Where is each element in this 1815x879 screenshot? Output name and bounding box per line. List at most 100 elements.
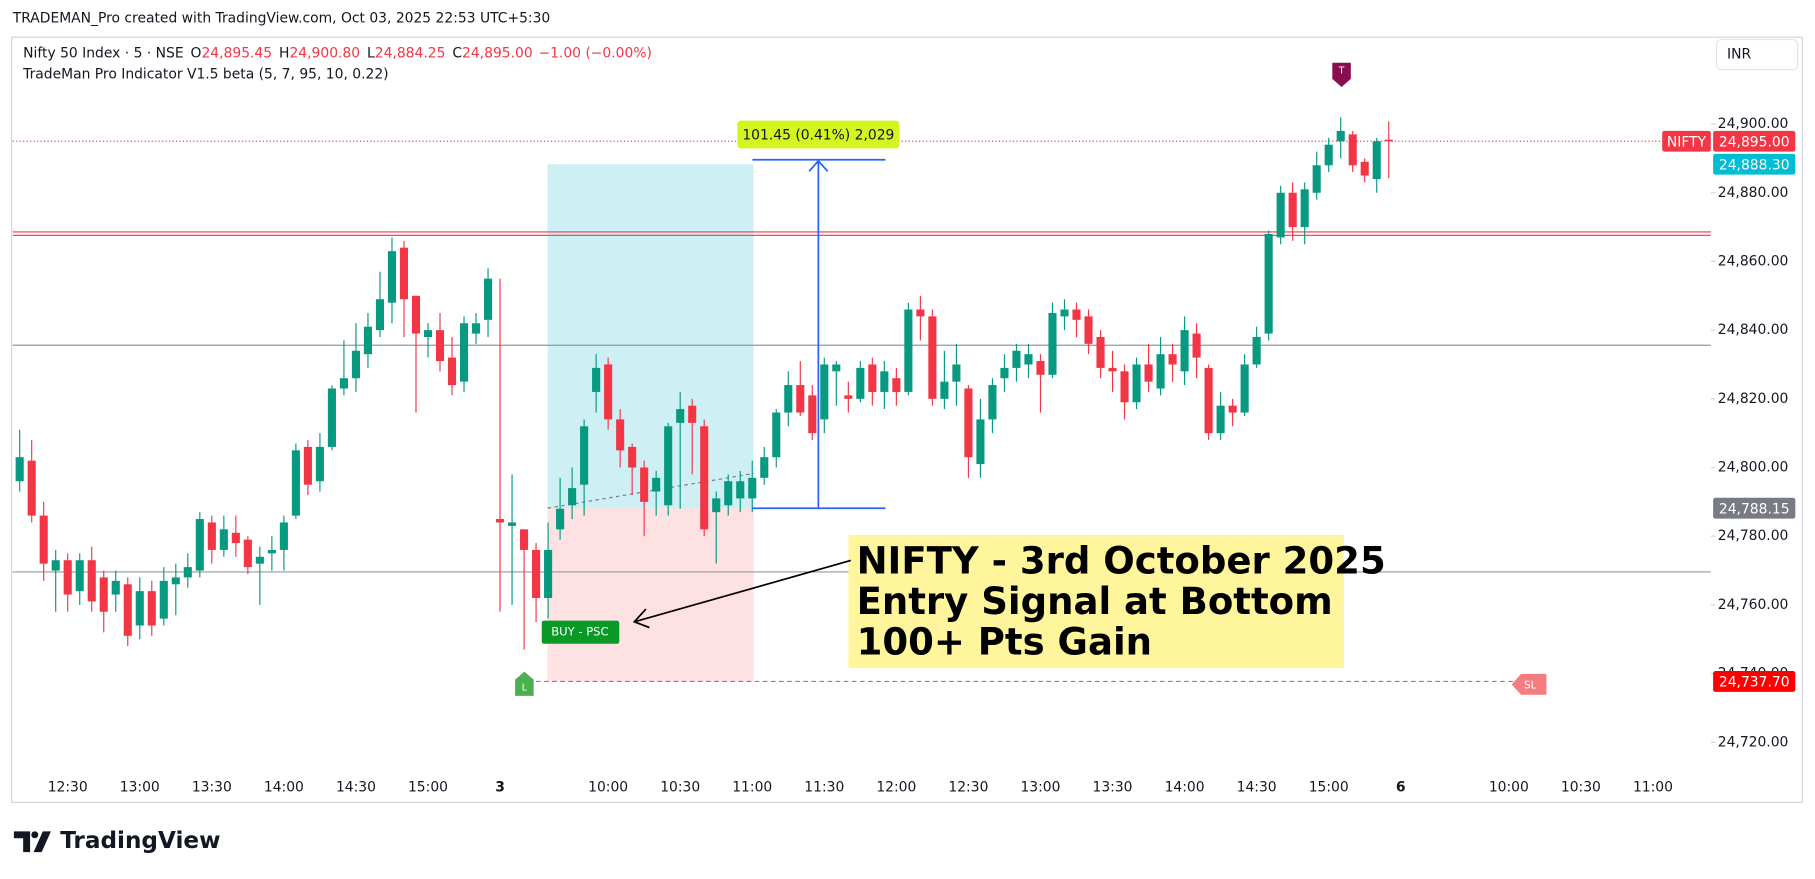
target-marker (1332, 62, 1351, 88)
candle-body (568, 488, 577, 506)
candle-body (1348, 134, 1357, 166)
long-marker (515, 671, 534, 696)
currency-label[interactable]: INR (1727, 47, 1751, 63)
candle-body (772, 412, 781, 458)
candle-body (700, 426, 709, 530)
candle-body (1204, 367, 1213, 434)
y-tick-label: 24,900.00 (1718, 116, 1789, 132)
candle-body (435, 330, 445, 362)
candle-body (447, 357, 457, 386)
price-label: 24,895.00 (1719, 134, 1790, 150)
measure-arrowhead (808, 159, 829, 172)
stop-label: SL (1524, 679, 1537, 691)
buy-signal: BUY - PSC (551, 625, 608, 639)
candle-body (508, 522, 517, 526)
candle-body (1336, 130, 1345, 142)
candle-body (868, 364, 877, 392)
candle-body (1108, 367, 1117, 372)
ohlc-value: 24,895.45 (201, 45, 272, 61)
candle-body (616, 419, 625, 451)
candle-body (1324, 144, 1333, 166)
y-tick-label: 24,760.00 (1718, 597, 1789, 613)
candle-body (628, 446, 637, 468)
ohlc-value: 24,900.80 (289, 45, 360, 61)
price-label-box (1713, 130, 1796, 152)
change: −1.00 (−0.00%) (538, 45, 651, 61)
y-tick-label: 24,800.00 (1718, 460, 1789, 476)
candle-body (1360, 161, 1369, 176)
candle-body (808, 395, 817, 434)
candle-body (123, 584, 132, 636)
candle-body (219, 529, 228, 550)
candle-body (1096, 336, 1105, 368)
candle-body (315, 446, 324, 482)
target-zone (547, 164, 754, 509)
candle-body (904, 309, 913, 392)
ohlc-key: C (452, 45, 462, 61)
candle-body (495, 519, 505, 523)
candle-body (471, 323, 481, 334)
candle-body (652, 477, 661, 492)
x-tick-label: 3 (495, 779, 505, 795)
candle-body (375, 299, 385, 331)
candle-body (363, 326, 372, 355)
candle-body (411, 295, 421, 334)
candle-body (387, 251, 397, 303)
x-tick-label: 11:00 (732, 779, 772, 795)
x-tick-label: 15:00 (1309, 779, 1349, 795)
candle-body (712, 498, 721, 513)
candle-body (1024, 354, 1033, 365)
candle-body (748, 477, 757, 499)
annotation-arrowhead (632, 608, 650, 629)
x-tick-label: 10:30 (660, 779, 700, 795)
candle-body (1156, 354, 1165, 389)
candle-body (27, 460, 36, 516)
currency-button[interactable] (1716, 38, 1799, 71)
candle-body (556, 508, 565, 530)
candle-body (1072, 309, 1081, 320)
price-label: 24,788.15 (1719, 501, 1790, 517)
measure-label-box (737, 120, 900, 149)
ohlc-key: L (367, 45, 375, 61)
candle-body (1264, 233, 1273, 334)
x-tick-label: 14:00 (1165, 779, 1205, 795)
candle-body (243, 539, 252, 568)
symbol-tag-box (1662, 130, 1711, 152)
candle-body (1060, 309, 1069, 317)
candle-body (832, 364, 841, 372)
candle-body (135, 591, 144, 626)
annotation-line: NIFTY - 3rd October 2025 (857, 539, 1386, 582)
price-label-box (1713, 153, 1796, 175)
candle-body (39, 515, 48, 564)
candle-body (459, 323, 469, 382)
ohlc-value: 24,895.00 (462, 45, 533, 61)
candle-body (928, 316, 937, 399)
candle-body (964, 388, 973, 458)
candle-body (760, 457, 769, 478)
x-tick-label: 13:30 (1093, 779, 1133, 795)
candle-body (1000, 367, 1009, 379)
candle-body (640, 467, 649, 502)
candle-body (399, 247, 409, 300)
candle-body (303, 446, 312, 485)
price-label: 24,888.30 (1719, 157, 1790, 173)
candle-body (952, 364, 961, 382)
candle-body (1036, 361, 1045, 375)
candle-body (1144, 364, 1153, 382)
y-tick-label: 24,780.00 (1718, 528, 1789, 544)
x-tick-label: 11:00 (1633, 779, 1673, 795)
measure-label: 101.45 (0.41%) 2,029 (742, 128, 894, 144)
candle-body (291, 450, 300, 516)
y-tick-label: 24,880.00 (1718, 185, 1789, 201)
candle-body (1216, 405, 1225, 434)
candle-body (1312, 165, 1321, 193)
candle-body (856, 367, 865, 399)
symbol-tag: NIFTY (1667, 134, 1707, 150)
stop-zone (547, 508, 754, 682)
candle-body (1288, 192, 1297, 228)
x-tick-label: 14:30 (1237, 779, 1277, 795)
logo-mark (13, 831, 51, 853)
candle-body (784, 385, 793, 413)
